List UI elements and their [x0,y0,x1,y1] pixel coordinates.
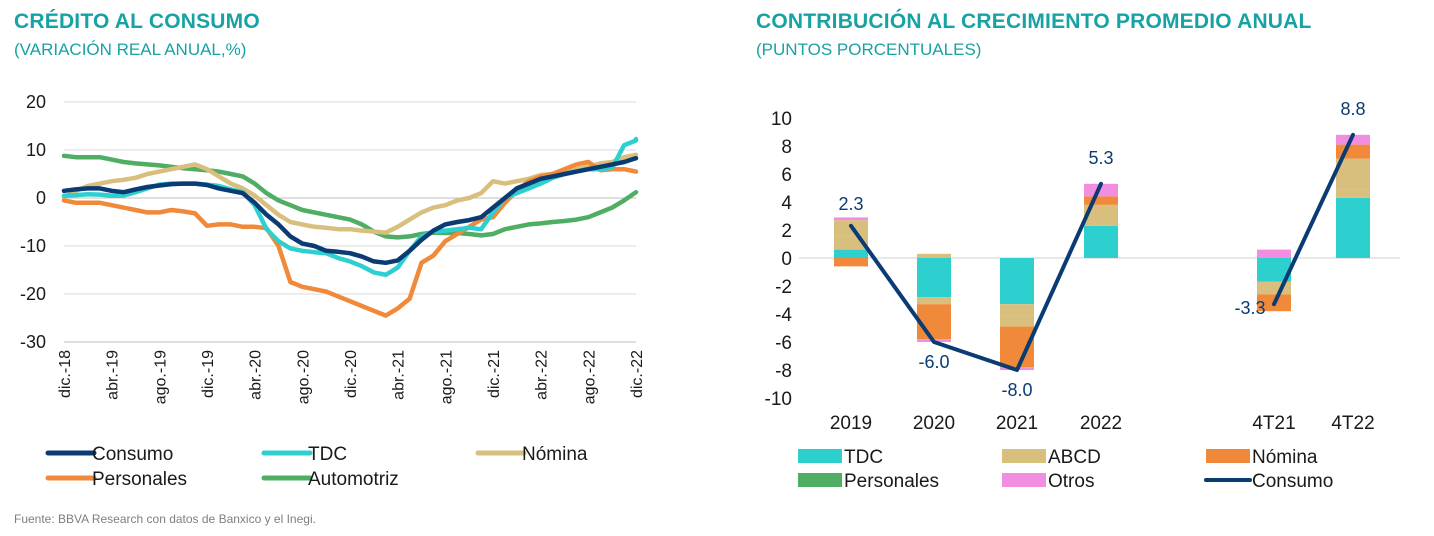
y-tick-label: -6 [775,333,792,354]
y-tick-label: 4 [781,193,792,214]
legend-swatch-automotriz [798,473,842,487]
consumo-line [849,181,1103,372]
legend-label: Consumo [1252,471,1333,492]
y-tick-label: 20 [26,92,46,112]
y-tick-label: -4 [775,305,792,326]
x-tick-label: dic.-18 [57,350,74,398]
legend-swatch-otros [1002,473,1046,487]
bar-segment-tdc [834,249,868,258]
category-label: 2022 [1080,413,1122,434]
bar-segment-otros [834,217,868,221]
data-label: -3.3 [1234,298,1265,318]
y-tick-label: 0 [36,188,46,208]
data-label: -8.0 [1001,380,1032,400]
bar-segment-tdc [1336,197,1370,258]
category-label: 2019 [830,413,872,434]
y-tick-label: -20 [20,284,46,304]
y-tick-label: 2 [781,221,792,242]
bar-segment-tdc [1000,258,1034,305]
data-label: -6.0 [918,352,949,372]
legend-label: Consumo [92,444,173,465]
y-tick-label: -10 [765,389,792,410]
legend-label: Otros [1048,471,1094,492]
x-tick-label: abr.-19 [105,350,122,400]
x-tick-label: ago.-22 [581,350,598,404]
bar-segment-abcd [917,253,951,258]
legend-label: Nómina [522,444,588,465]
data-label: 8.8 [1340,99,1365,119]
bar-segment-nomina [917,297,951,305]
bar-segment-nomina [1257,293,1291,295]
left-chart-title: CRÉDITO AL CONSUMO [14,10,260,33]
left-chart-subtitle: (VARIACIÓN REAL ANUAL,%) [14,40,247,59]
right-chart-subtitle: (PUNTOS PORCENTUALES) [756,40,982,59]
x-tick-label: ago.-19 [152,350,169,404]
x-tick-label: abr.-20 [248,350,265,400]
consumer-credit-line-chart: 20 10 0 -10 -20 -30 dic.-18 abr.-19 ago.-19 dic.-… [20,92,646,490]
bar-segment-personales [834,258,868,267]
x-tick-label: dic.-22 [629,350,646,398]
y-tick-label: 0 [781,249,792,270]
legend-swatch-tdc [798,449,842,463]
legend-label: ABCD [1048,447,1101,468]
bar-segment-tdc [1084,225,1118,258]
bar-segment-personales [1084,196,1118,205]
y-tick-label: 10 [26,140,46,160]
legend-label: Personales [92,469,187,490]
y-tick-label: -30 [20,332,46,352]
x-tick-label: abr.-22 [534,350,551,400]
bar-segment-tdc [917,258,951,298]
series-line-personales [61,159,639,318]
legend-label: Automotriz [308,469,399,490]
y-tick-label: -2 [775,277,792,298]
contribution-bar-chart: 10 8 6 4 2 0 -2 -4 -6 -8 -10 2019 2020 2021 2022 4T21 4T… [765,99,1400,492]
y-tick-label: 10 [771,109,792,130]
legend-label: Personales [844,471,939,492]
y-tick-label: -10 [20,236,46,256]
bar-segment-abcd [1336,189,1370,198]
bar-segment-abcd [1257,281,1291,293]
bar-segment-abcd [1000,304,1034,316]
y-tick-label: -8 [775,361,792,382]
right-chart-title: CONTRIBUCIÓN AL CRECIMIENTO PROMEDIO ANU… [756,10,1312,33]
source-note: Fuente: BBVA Research con datos de Banxi… [14,512,316,526]
data-label: 2.3 [838,194,863,214]
legend-label: TDC [844,447,883,468]
category-label: 2020 [913,413,955,434]
legend-label: Nómina [1252,447,1318,468]
bar-segment-otros [1336,134,1370,145]
data-label: 5.3 [1088,148,1113,168]
category-label: 2021 [996,413,1038,434]
x-tick-label: dic.-19 [200,350,217,398]
x-tick-label: abr.-21 [391,350,408,400]
legend-label: TDC [308,444,347,465]
category-label: 4T21 [1252,413,1295,434]
y-tick-label: 8 [781,137,792,158]
bar-segment-otros [1084,183,1118,197]
series-line-consumo [61,155,639,266]
legend-swatch-abcd [1002,449,1046,463]
y-tick-label: 6 [781,165,792,186]
x-tick-label: dic.-21 [486,350,503,398]
consumo-line [1272,132,1355,307]
series-line-automotriz [61,153,639,240]
x-tick-label: ago.-21 [438,350,455,404]
bar-segment-nomina [1000,315,1034,327]
bar-segment-otros [1257,249,1291,258]
bar-segment-personales [917,304,951,340]
bar-segment-nomina [1084,204,1118,226]
x-tick-label: dic.-20 [343,350,360,398]
x-tick-label: ago.-20 [295,350,312,404]
category-label: 4T22 [1331,413,1374,434]
bar-segment-tdc [1257,258,1291,282]
legend-swatch-personales [1206,449,1250,463]
